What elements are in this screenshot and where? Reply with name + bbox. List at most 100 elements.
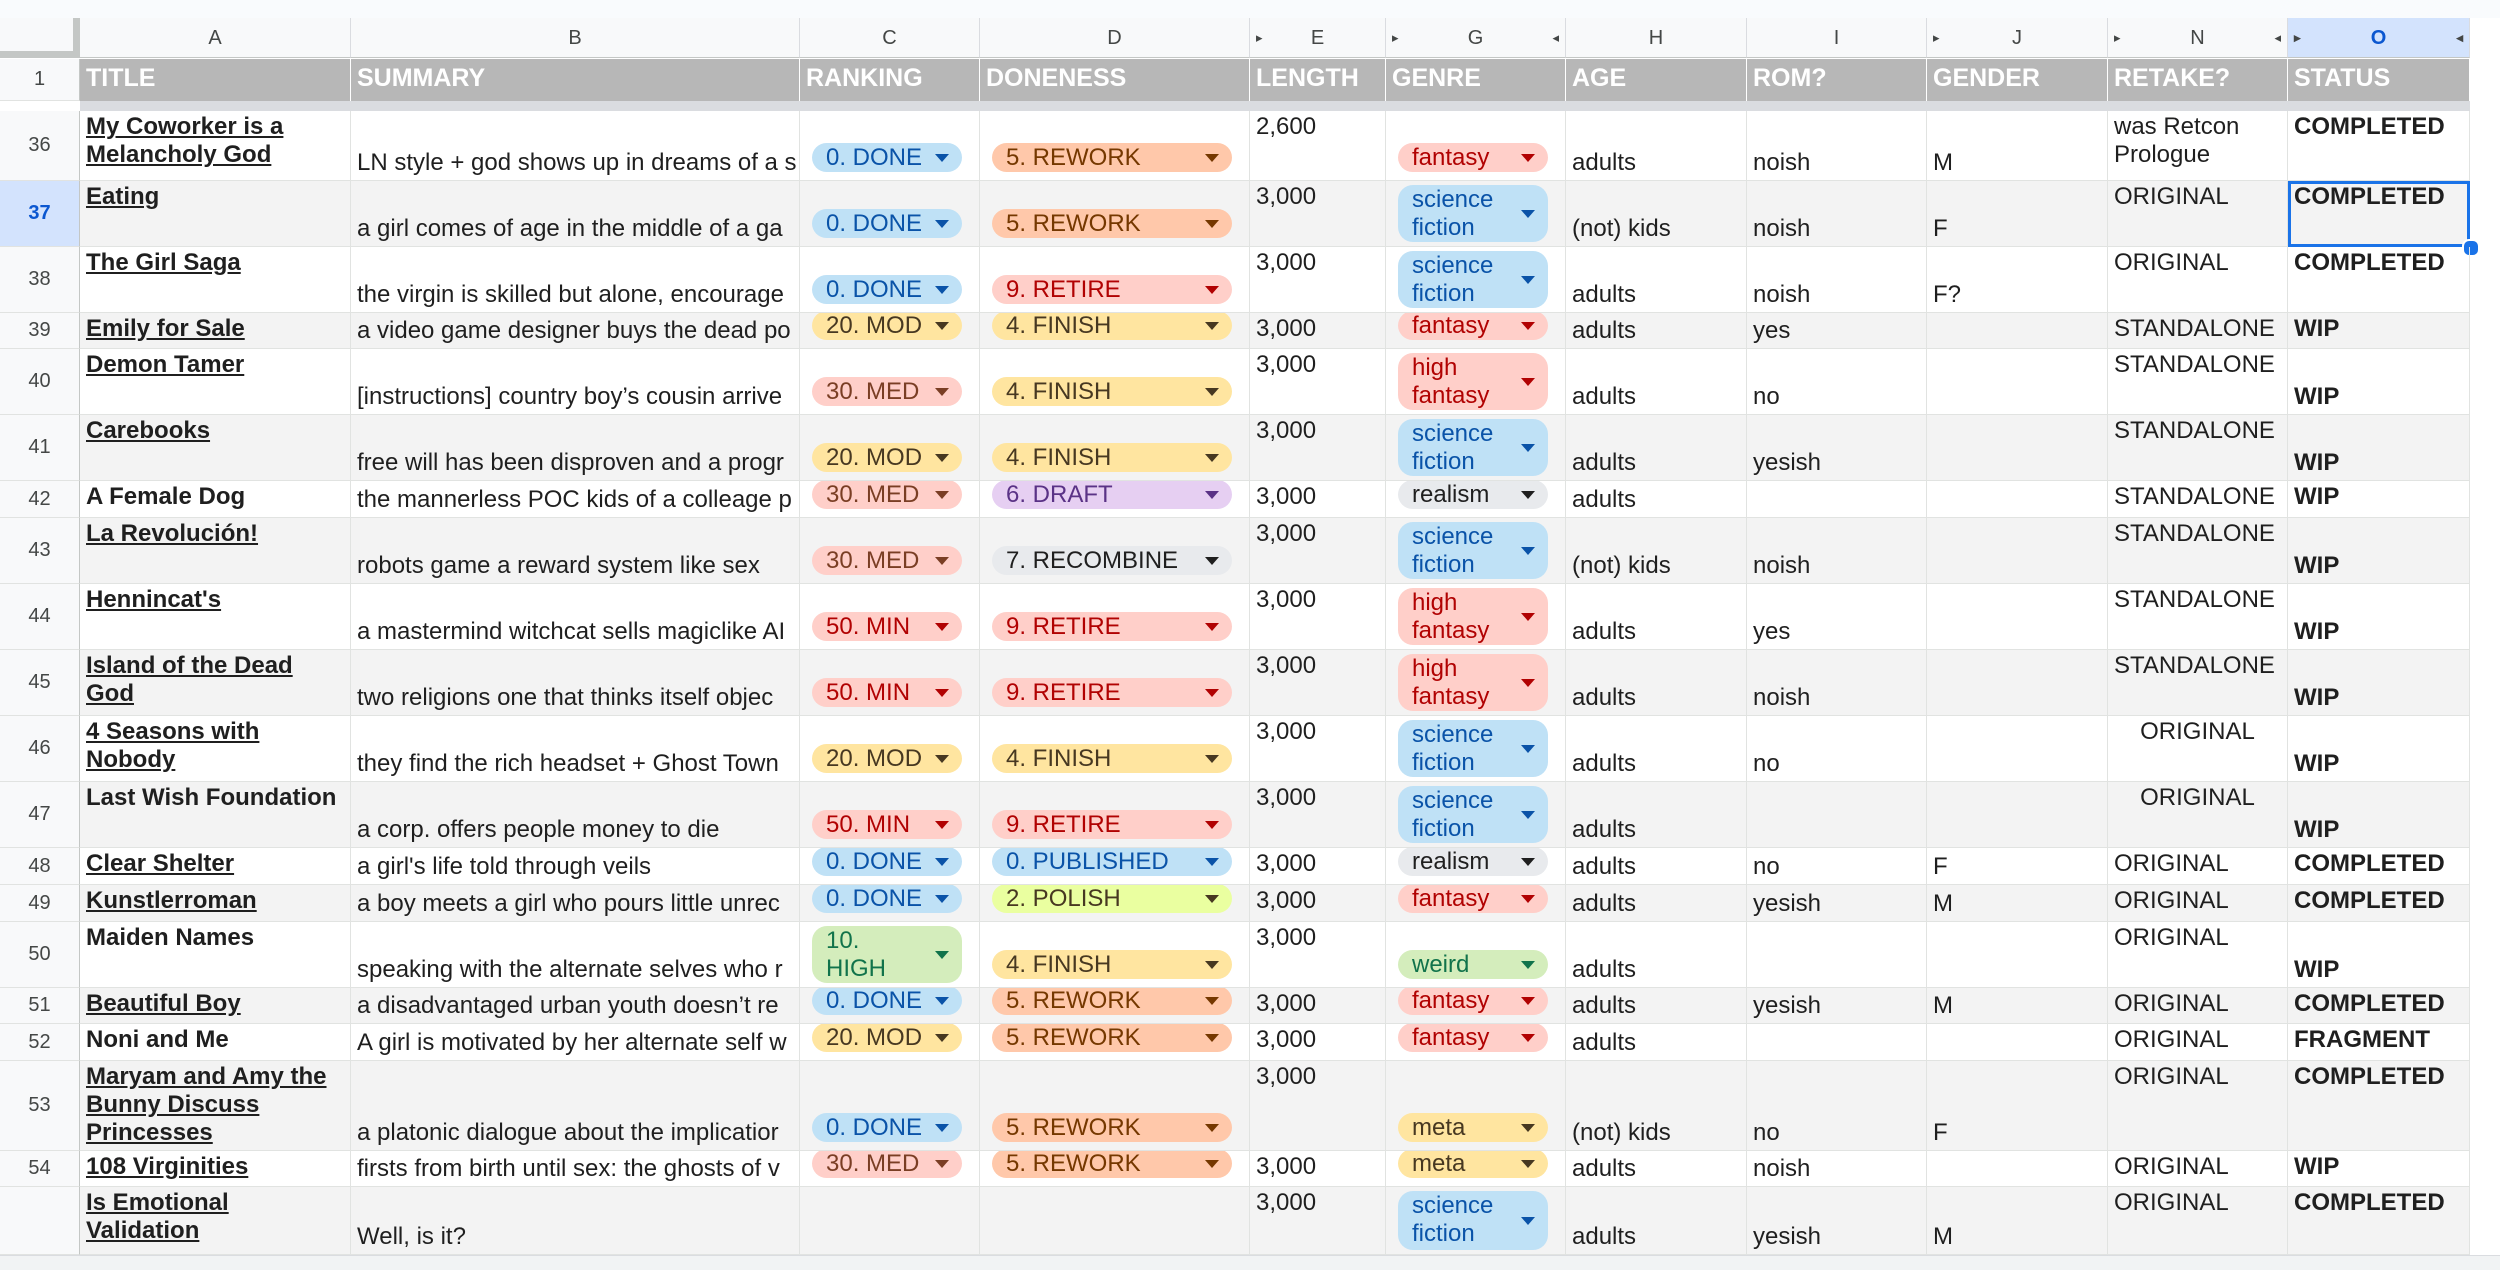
- genre-chip[interactable]: fantasy: [1398, 988, 1548, 1015]
- genre-chip[interactable]: science fiction: [1398, 522, 1548, 579]
- row-header[interactable]: 42: [0, 481, 80, 518]
- summary-cell[interactable]: free will has been disproven and a progr: [351, 415, 800, 480]
- row-header[interactable]: 51: [0, 988, 80, 1024]
- ranking-cell[interactable]: 0. DONE: [800, 247, 980, 312]
- genre-chip[interactable]: science fiction: [1398, 1191, 1548, 1250]
- gender-cell[interactable]: F?: [1927, 247, 2108, 312]
- genre-cell[interactable]: science fiction: [1386, 181, 1566, 246]
- age-cell[interactable]: adults: [1566, 885, 1747, 921]
- doneness-chip[interactable]: 9. RETIRE: [992, 810, 1232, 839]
- title-cell[interactable]: Emily for Sale: [80, 313, 351, 348]
- row-header[interactable]: 41: [0, 415, 80, 481]
- expand-arrow-icon[interactable]: ▸: [2294, 30, 2301, 45]
- length-cell[interactable]: 3,000: [1250, 584, 1386, 649]
- title-cell[interactable]: Demon Tamer: [80, 349, 351, 414]
- ranking-cell[interactable]: 20. MOD: [800, 716, 980, 781]
- genre-chip[interactable]: realism: [1398, 848, 1548, 876]
- genre-cell[interactable]: fantasy: [1386, 313, 1566, 348]
- genre-cell[interactable]: fantasy: [1386, 885, 1566, 921]
- title-cell[interactable]: Maryam and Amy the Bunny Discuss Princes…: [80, 1061, 351, 1150]
- column-header-j[interactable]: J ▸: [1927, 18, 2108, 58]
- gender-cell[interactable]: [1927, 716, 2108, 781]
- summary-cell[interactable]: Well, is it?: [351, 1187, 800, 1254]
- collapse-arrow-icon[interactable]: ◂: [2456, 30, 2463, 45]
- retake-cell[interactable]: ORIGINAL: [2108, 922, 2288, 987]
- doneness-cell[interactable]: 5. REWORK: [980, 111, 1250, 180]
- genre-cell[interactable]: meta: [1386, 1151, 1566, 1186]
- rom-cell[interactable]: [1747, 922, 1927, 987]
- status-cell[interactable]: WIP: [2288, 518, 2470, 583]
- rom-cell[interactable]: noish: [1747, 518, 1927, 583]
- genre-cell[interactable]: science fiction: [1386, 782, 1566, 847]
- ranking-chip[interactable]: 0. DONE: [812, 209, 962, 238]
- doneness-chip[interactable]: 4. FINISH: [992, 443, 1232, 472]
- row-header[interactable]: 46: [0, 716, 80, 782]
- doneness-chip[interactable]: 2. POLISH: [992, 885, 1232, 913]
- genre-cell[interactable]: fantasy: [1386, 111, 1566, 180]
- genre-chip[interactable]: meta: [1398, 1151, 1548, 1178]
- length-cell[interactable]: 3,000: [1250, 349, 1386, 414]
- rom-cell[interactable]: yesish: [1747, 415, 1927, 480]
- length-cell[interactable]: 3,000: [1250, 782, 1386, 847]
- column-header-d[interactable]: D: [980, 18, 1250, 58]
- doneness-cell[interactable]: 4. FINISH: [980, 716, 1250, 781]
- doneness-chip[interactable]: 5. REWORK: [992, 209, 1232, 238]
- doneness-cell[interactable]: 6. DRAFT: [980, 481, 1250, 517]
- ranking-cell[interactable]: 50. MIN: [800, 650, 980, 715]
- age-cell[interactable]: adults: [1566, 848, 1747, 884]
- ranking-chip[interactable]: 30. MED: [812, 1151, 962, 1178]
- row-header[interactable]: 38: [0, 247, 80, 313]
- doneness-chip[interactable]: 5. REWORK: [992, 1151, 1232, 1178]
- ranking-cell[interactable]: 0. DONE: [800, 181, 980, 246]
- title-cell[interactable]: Is Emotional Validation: [80, 1187, 351, 1254]
- row-header[interactable]: 44: [0, 584, 80, 650]
- ranking-chip[interactable]: 10. HIGH: [812, 926, 962, 983]
- title-cell[interactable]: Island of the Dead God: [80, 650, 351, 715]
- status-cell[interactable]: COMPLETED: [2288, 988, 2470, 1023]
- rom-cell[interactable]: yesish: [1747, 885, 1927, 921]
- doneness-chip[interactable]: 5. REWORK: [992, 143, 1232, 172]
- row-header[interactable]: 50: [0, 922, 80, 988]
- length-cell[interactable]: 3,000: [1250, 1061, 1386, 1150]
- age-cell[interactable]: (not) kids: [1566, 518, 1747, 583]
- header-cell-doneness[interactable]: DONENESS: [980, 59, 1250, 101]
- row-header[interactable]: [0, 1187, 80, 1255]
- ranking-cell[interactable]: [800, 1187, 980, 1254]
- title-cell[interactable]: Carebooks: [80, 415, 351, 480]
- column-header-n[interactable]: N ◂ ▸: [2108, 18, 2288, 58]
- retake-cell[interactable]: ORIGINAL: [2108, 1024, 2288, 1060]
- ranking-chip[interactable]: 20. MOD: [812, 443, 962, 472]
- age-cell[interactable]: adults: [1566, 782, 1747, 847]
- header-cell-retake[interactable]: RETAKE?: [2108, 59, 2288, 101]
- age-cell[interactable]: adults: [1566, 313, 1747, 348]
- row-header[interactable]: 40: [0, 349, 80, 415]
- length-cell[interactable]: 3,000: [1250, 247, 1386, 312]
- summary-cell[interactable]: a mastermind witchcat sells magiclike AI: [351, 584, 800, 649]
- summary-cell[interactable]: they find the rich headset + Ghost Town: [351, 716, 800, 781]
- length-cell[interactable]: 3,000: [1250, 1151, 1386, 1186]
- genre-cell[interactable]: realism: [1386, 481, 1566, 517]
- genre-chip[interactable]: weird: [1398, 950, 1548, 979]
- summary-cell[interactable]: firsts from birth until sex: the ghosts …: [351, 1151, 800, 1186]
- genre-chip[interactable]: high fantasy: [1398, 353, 1548, 410]
- retake-cell[interactable]: STANDALONE: [2108, 481, 2288, 517]
- doneness-chip[interactable]: 0. PUBLISHED: [992, 848, 1232, 876]
- length-cell[interactable]: 3,000: [1250, 415, 1386, 480]
- genre-chip[interactable]: high fantasy: [1398, 654, 1548, 711]
- row-header[interactable]: 53: [0, 1061, 80, 1151]
- ranking-chip[interactable]: 30. MED: [812, 481, 962, 509]
- length-cell[interactable]: 3,000: [1250, 650, 1386, 715]
- doneness-chip[interactable]: 4. FINISH: [992, 950, 1232, 979]
- title-cell[interactable]: Beautiful Boy: [80, 988, 351, 1023]
- title-cell[interactable]: Noni and Me: [80, 1024, 351, 1060]
- gender-cell[interactable]: [1927, 1024, 2108, 1060]
- frozen-row-divider[interactable]: [80, 101, 2470, 111]
- status-cell[interactable]: COMPLETED: [2288, 885, 2470, 921]
- doneness-chip[interactable]: 6. DRAFT: [992, 481, 1232, 509]
- title-cell[interactable]: Hennincat's: [80, 584, 351, 649]
- ranking-chip[interactable]: 50. MIN: [812, 678, 962, 707]
- rom-cell[interactable]: noish: [1747, 1151, 1927, 1186]
- title-cell[interactable]: Eating: [80, 181, 351, 246]
- column-header-a[interactable]: A: [80, 18, 351, 58]
- status-cell[interactable]: WIP: [2288, 716, 2470, 781]
